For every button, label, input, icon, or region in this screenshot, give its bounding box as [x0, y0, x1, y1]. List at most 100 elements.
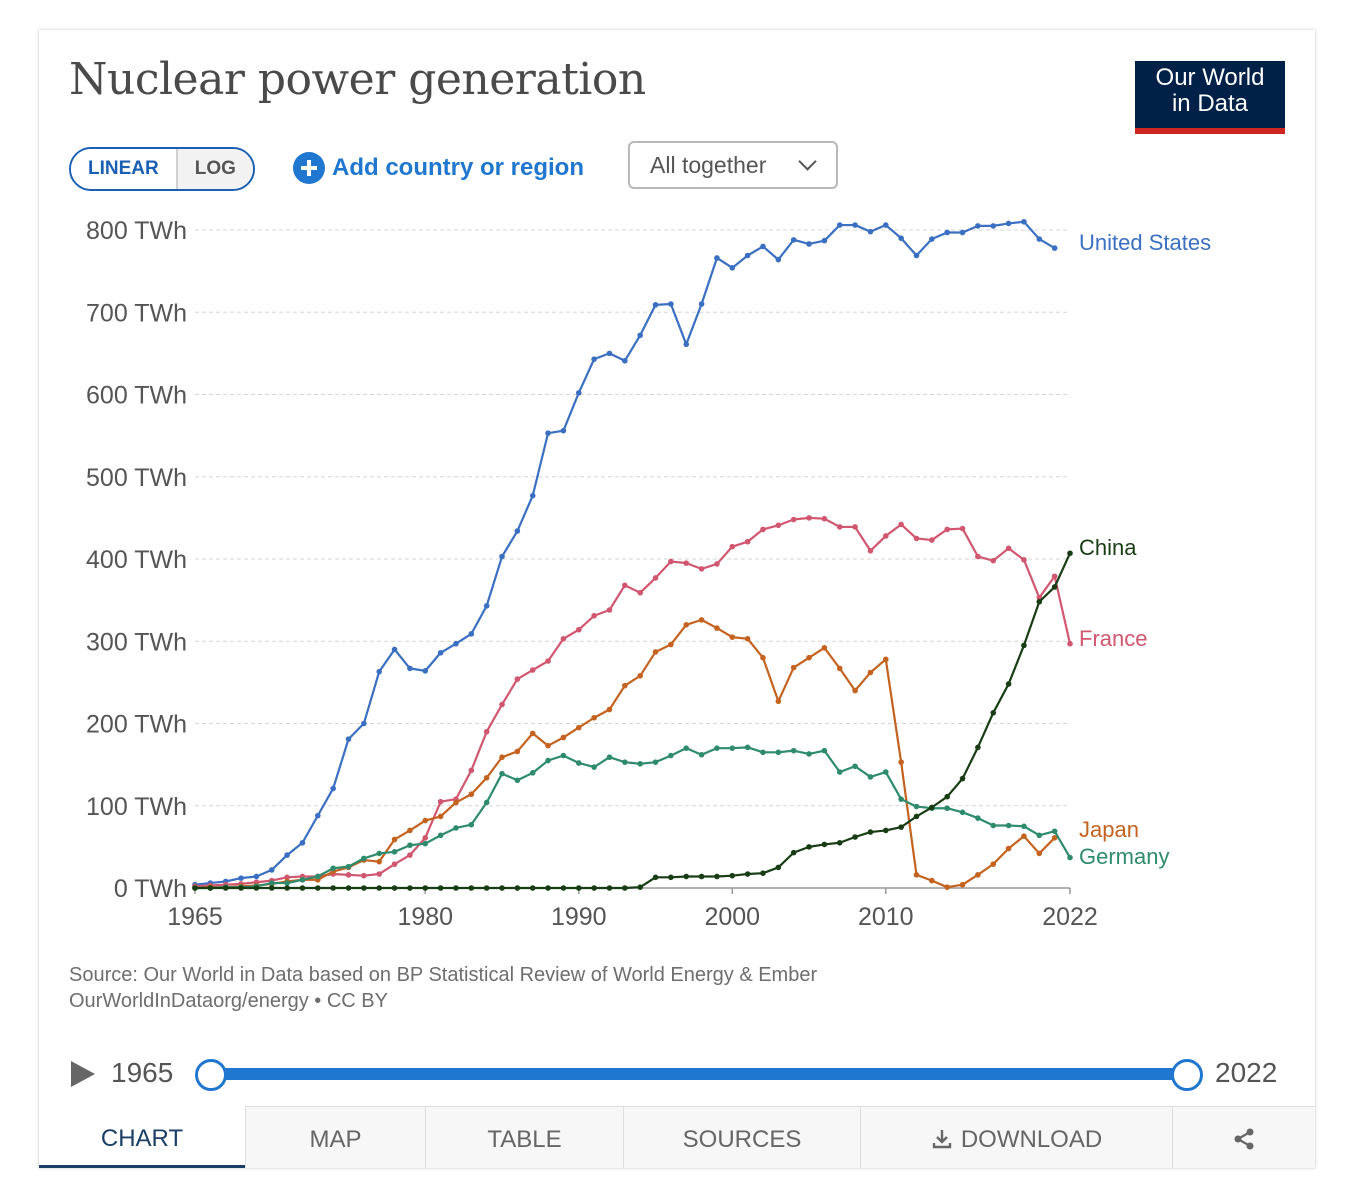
data-point-china [1036, 598, 1043, 605]
data-point-china [361, 885, 367, 891]
tab-map[interactable]: MAP [245, 1106, 425, 1168]
data-point-germany [806, 751, 812, 757]
data-point-germany [867, 774, 874, 780]
timeline-track[interactable] [209, 1068, 1185, 1080]
data-point-united-states [729, 265, 736, 271]
data-point-france [913, 535, 920, 542]
timeline-end-handle[interactable] [1171, 1059, 1203, 1091]
source-line-2: OurWorldInDataorg/energy • CC BY [69, 990, 388, 1012]
tab-download[interactable]: DOWNLOAD [860, 1106, 1172, 1168]
add-country-button[interactable]: Add country or region [293, 148, 584, 188]
data-point-japan [775, 698, 782, 705]
data-point-france [790, 516, 797, 523]
data-point-france [391, 861, 398, 867]
data-point-japan [1036, 850, 1043, 857]
data-point-china [468, 885, 475, 891]
data-point-china [975, 744, 981, 751]
data-point-china [944, 793, 950, 800]
data-point-china [1005, 681, 1012, 687]
timeline-start-handle[interactable] [195, 1059, 227, 1091]
data-point-france [652, 575, 659, 581]
tab-table[interactable]: TABLE [425, 1106, 623, 1168]
data-point-china [1051, 584, 1058, 590]
chart-card: Nuclear power generation Our World in Da… [39, 30, 1315, 1168]
tab-share[interactable] [1172, 1106, 1315, 1168]
data-point-france [437, 798, 444, 805]
data-point-germany [744, 744, 751, 751]
data-point-germany [1005, 822, 1012, 829]
data-point-united-states [345, 736, 352, 742]
data-point-china [268, 885, 275, 891]
data-point-france [683, 560, 690, 566]
data-point-japan [683, 622, 690, 628]
data-point-france [714, 561, 720, 567]
y-tick-label: 200 TWh [86, 711, 187, 739]
log-scale-button[interactable]: LOG [175, 149, 253, 189]
facet-select[interactable]: All together [628, 141, 838, 189]
data-point-united-states [975, 223, 981, 229]
data-point-china [1021, 642, 1027, 649]
data-point-germany [268, 880, 275, 886]
data-point-united-states [760, 243, 766, 250]
data-point-germany [760, 749, 766, 756]
data-point-united-states [361, 720, 367, 727]
x-tick-label: 1980 [397, 903, 453, 930]
source-note: Source: Our World in Data based on BP St… [69, 962, 817, 1014]
data-point-united-states [330, 785, 336, 792]
data-point-united-states [437, 649, 444, 656]
data-point-china [867, 829, 874, 835]
data-point-china [913, 813, 920, 820]
data-point-france [545, 658, 551, 664]
data-point-china [514, 885, 521, 891]
data-point-united-states [606, 350, 613, 357]
data-point-china [1067, 550, 1073, 557]
linear-scale-button[interactable]: LINEAR [71, 149, 176, 189]
data-point-france [744, 538, 751, 545]
data-point-china [929, 804, 935, 811]
data-point-united-states [944, 229, 950, 236]
data-point-united-states [545, 430, 551, 436]
data-point-united-states [1036, 236, 1043, 242]
data-point-united-states [882, 222, 889, 228]
owid-logo[interactable]: Our World in Data [1135, 61, 1285, 134]
data-point-united-states [652, 302, 659, 308]
series-line-france [194, 516, 1072, 888]
series-line-germany [195, 746, 1071, 890]
data-point-china [376, 885, 383, 891]
tab-chart[interactable]: CHART [39, 1106, 245, 1168]
data-point-china [499, 885, 505, 891]
data-point-germany [422, 840, 429, 847]
data-point-china [821, 841, 828, 848]
series-label-japan: Japan [1079, 817, 1139, 842]
data-point-united-states [637, 332, 643, 339]
data-point-china [836, 839, 843, 846]
data-point-united-states [253, 873, 260, 880]
data-point-united-states [714, 255, 720, 261]
data-point-china [253, 885, 260, 891]
logo-line-1: Our World [1155, 64, 1265, 91]
data-point-japan [990, 861, 997, 867]
data-point-china [775, 864, 782, 871]
data-point-france [898, 521, 904, 528]
data-point-japan [821, 645, 828, 651]
data-point-china [284, 885, 290, 891]
plus-circle-icon [293, 152, 325, 184]
data-point-japan [622, 682, 628, 689]
data-point-united-states [268, 867, 275, 873]
data-point-germany [345, 863, 352, 870]
data-point-united-states [315, 812, 321, 819]
play-icon[interactable] [71, 1061, 95, 1087]
tab-sources[interactable]: SOURCES [623, 1106, 860, 1168]
y-tick-label: 400 TWh [86, 546, 187, 574]
data-point-united-states [959, 229, 966, 236]
data-point-germany [882, 769, 889, 775]
data-point-united-states [898, 235, 904, 242]
data-point-germany [1036, 832, 1043, 839]
data-point-japan [1051, 835, 1058, 841]
data-point-china [315, 885, 321, 891]
timeline: 1965 2022 [69, 1054, 1289, 1094]
data-point-japan [867, 669, 874, 676]
data-point-united-states [575, 390, 582, 396]
data-point-united-states [990, 223, 997, 229]
data-point-france [1067, 640, 1073, 647]
